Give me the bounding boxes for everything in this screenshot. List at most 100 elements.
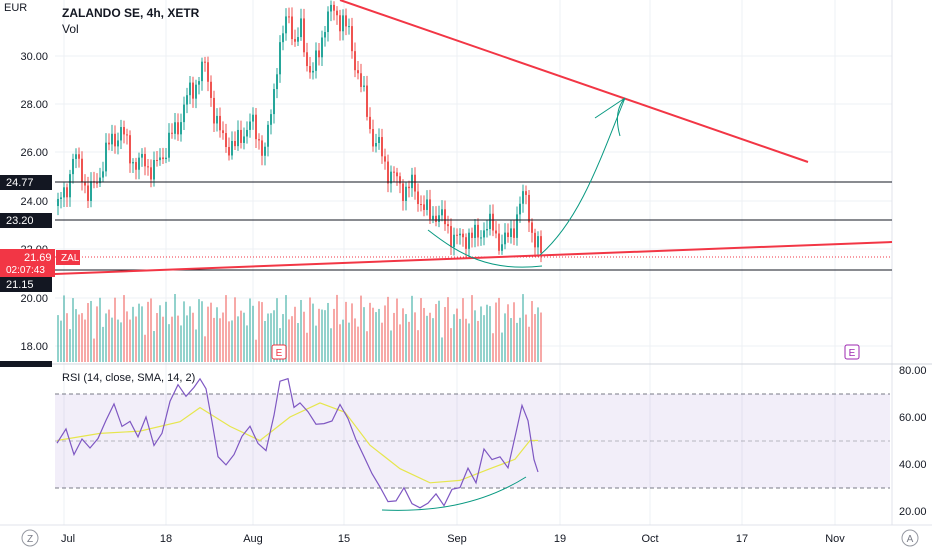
candle-body xyxy=(459,233,461,236)
projection-arrow[interactable] xyxy=(539,97,626,256)
volume-bar xyxy=(453,314,455,362)
arrowhead-icon xyxy=(594,97,626,137)
candle-body xyxy=(165,157,167,160)
volume-bar xyxy=(345,301,347,362)
candlestick-series xyxy=(57,0,542,263)
rsi-ma-line xyxy=(56,402,538,484)
candle-body xyxy=(432,215,434,220)
candle-body xyxy=(87,185,89,201)
candle-body xyxy=(534,232,536,248)
timezone-icon[interactable] xyxy=(21,529,39,547)
candle-body xyxy=(315,50,317,71)
volume-bar xyxy=(180,325,182,362)
candle-body xyxy=(144,153,146,167)
candle-body xyxy=(441,209,443,216)
volume-bar xyxy=(441,337,443,362)
candle-body xyxy=(141,153,143,158)
auto-scale-icon[interactable] xyxy=(901,529,919,547)
candle-body xyxy=(303,18,305,53)
volume-bar xyxy=(405,314,407,362)
candle-body xyxy=(180,122,182,135)
volume-bar xyxy=(462,298,464,362)
candle-body xyxy=(252,114,254,122)
volume-bar xyxy=(216,307,218,362)
candle-body xyxy=(342,15,344,32)
volume-bar xyxy=(366,331,368,362)
volume-series xyxy=(57,294,542,362)
volume-bar xyxy=(252,305,254,362)
candle-body xyxy=(258,139,260,141)
volume-bar xyxy=(351,303,353,362)
volume-bar xyxy=(78,314,80,362)
candle-body xyxy=(279,42,281,75)
candle-body xyxy=(519,203,521,215)
volume-legend[interactable]: Vol xyxy=(62,22,79,36)
ticker-tag-label: ZAL xyxy=(61,253,80,264)
rsi-rounded-curve[interactable] xyxy=(381,476,527,511)
volume-bar xyxy=(393,312,395,362)
descending-trendline[interactable] xyxy=(339,0,809,163)
volume-bar xyxy=(63,295,65,362)
candle-body xyxy=(294,39,296,42)
volume-bar xyxy=(375,312,377,362)
volume-bar xyxy=(108,309,110,362)
candle-body xyxy=(516,214,518,238)
candle-body xyxy=(501,244,503,251)
candle-body xyxy=(63,187,65,198)
candle-body xyxy=(204,61,206,63)
volume-bar xyxy=(240,310,242,362)
ticker-tag xyxy=(56,250,80,265)
price-tick: 28.00 xyxy=(20,99,48,111)
rsi-legend[interactable]: RSI (14, close, SMA, 14, 2) xyxy=(62,372,196,384)
volume-bar xyxy=(318,308,320,362)
rounded-bottom-curve[interactable] xyxy=(427,229,543,268)
candle-body xyxy=(510,228,512,238)
volume-bar xyxy=(450,328,452,362)
level-tag-partial xyxy=(0,361,52,367)
volume-bar xyxy=(411,295,413,362)
earnings-marker-icon[interactable] xyxy=(271,344,287,360)
candle-body xyxy=(99,177,101,184)
volume-bar xyxy=(519,317,521,362)
volume-bar xyxy=(468,323,470,362)
candle-body xyxy=(312,70,314,73)
volume-bar xyxy=(321,309,323,362)
time-label: 18 xyxy=(160,533,172,545)
volume-bar xyxy=(219,318,221,362)
candle-body xyxy=(360,73,362,87)
volume-bar xyxy=(459,318,461,362)
symbol-title[interactable]: ZALANDO SE, 4h, XETR xyxy=(62,6,200,20)
volume-bar xyxy=(537,307,539,362)
price-tick: 24.00 xyxy=(20,196,48,208)
volume-bar xyxy=(348,322,350,362)
volume-bar xyxy=(501,332,503,362)
volume-bar xyxy=(429,312,431,362)
candle-body xyxy=(123,127,125,135)
candle-body xyxy=(507,232,509,238)
candle-body xyxy=(540,236,542,253)
candle-body xyxy=(357,70,359,74)
candle-body xyxy=(276,74,278,90)
candle-body xyxy=(297,37,299,42)
earnings-upcoming-icon[interactable] xyxy=(844,344,860,360)
volume-bar xyxy=(270,313,272,362)
volume-bar xyxy=(84,319,86,362)
volume-bar xyxy=(255,339,257,362)
last-price-value: 21.69 xyxy=(24,252,52,264)
volume-bar xyxy=(207,306,209,362)
volume-bar xyxy=(285,295,287,362)
volume-bar xyxy=(243,312,245,362)
rsi-line xyxy=(56,377,539,509)
volume-bar xyxy=(495,302,497,362)
candle-body xyxy=(135,162,137,170)
volume-bar xyxy=(222,312,224,362)
volume-bar xyxy=(525,314,527,362)
volume-bar xyxy=(141,306,143,362)
candle-body xyxy=(336,10,338,16)
volume-bar xyxy=(57,315,59,362)
candle-body xyxy=(57,198,59,207)
time-label: Aug xyxy=(243,533,263,545)
candle-body xyxy=(147,166,149,168)
